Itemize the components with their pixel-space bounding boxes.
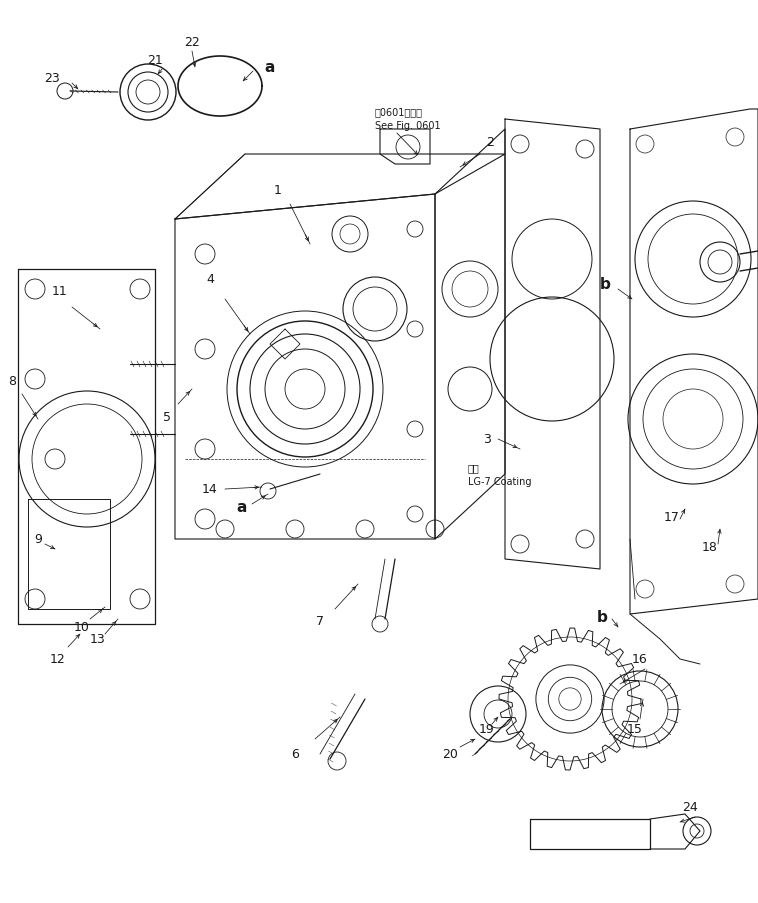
Text: 15: 15: [627, 722, 643, 736]
Text: 11: 11: [52, 285, 68, 298]
Text: 10: 10: [74, 621, 90, 634]
Text: 24: 24: [682, 801, 698, 814]
Text: 12: 12: [50, 653, 66, 666]
Text: 7: 7: [316, 615, 324, 628]
Text: 19: 19: [479, 722, 495, 736]
Text: a: a: [236, 500, 247, 515]
Text: 6: 6: [291, 748, 299, 760]
Text: a: a: [265, 61, 275, 76]
Text: 5: 5: [163, 411, 171, 424]
Text: 3: 3: [483, 433, 491, 446]
Text: 18: 18: [702, 541, 718, 554]
Text: 17: 17: [664, 511, 680, 524]
Text: 4: 4: [206, 274, 214, 286]
Text: 第0601图参照: 第0601图参照: [375, 107, 423, 116]
Text: 8: 8: [8, 375, 16, 388]
Text: b: b: [600, 277, 610, 293]
Text: 9: 9: [34, 533, 42, 546]
Text: 2: 2: [486, 135, 494, 148]
Text: 22: 22: [184, 35, 200, 49]
Text: 14: 14: [202, 483, 218, 496]
Text: 1: 1: [274, 183, 282, 196]
Text: See Fig. 0601: See Fig. 0601: [375, 121, 440, 131]
Text: 20: 20: [442, 748, 458, 760]
Text: 13: 13: [90, 633, 106, 646]
Text: 21: 21: [147, 53, 163, 67]
Text: b: b: [597, 610, 607, 625]
Text: LG-7 Coating: LG-7 Coating: [468, 477, 531, 487]
Text: 16: 16: [632, 653, 648, 666]
Text: 岂布: 岂布: [468, 462, 480, 472]
Text: 23: 23: [44, 71, 60, 84]
